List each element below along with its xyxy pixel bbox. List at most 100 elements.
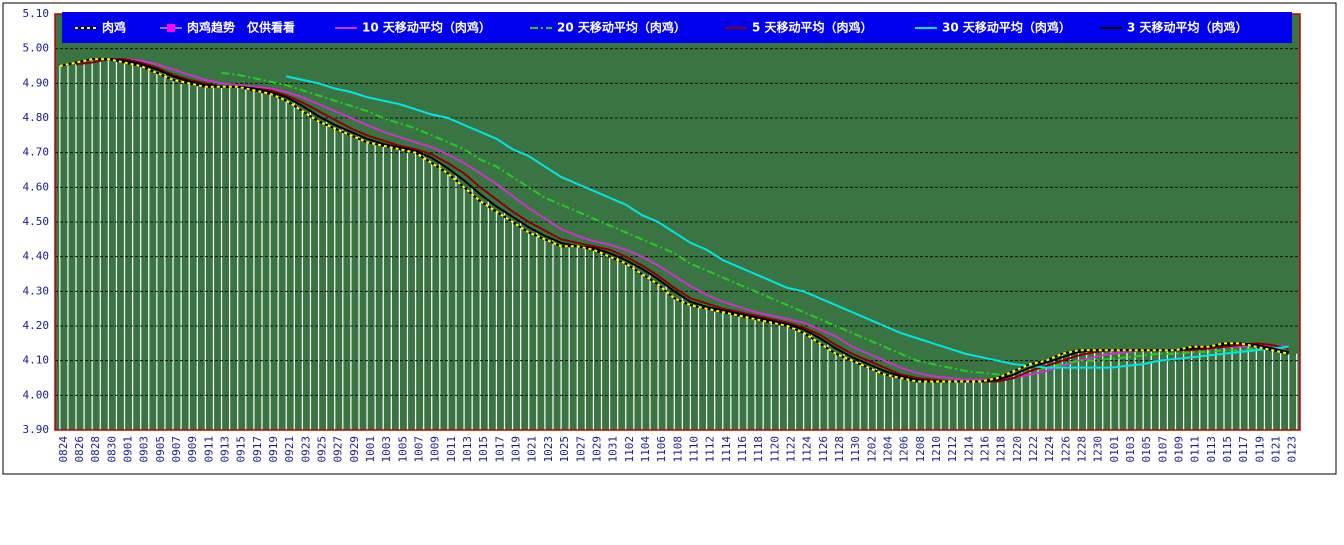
x-tick-label: 0903 xyxy=(138,436,151,463)
x-tick-label: 0917 xyxy=(251,436,264,463)
x-tick-label: 1204 xyxy=(881,436,894,463)
y-tick-label: 4.40 xyxy=(23,250,50,263)
legend-label: 20 天移动平均（肉鸡） xyxy=(557,20,686,35)
x-tick-label: 1011 xyxy=(445,436,458,463)
legend-label: 30 天移动平均（肉鸡） xyxy=(942,20,1071,35)
x-tick-label: 0119 xyxy=(1253,436,1266,463)
x-tick-label: 1206 xyxy=(898,436,911,463)
x-tick-label: 1212 xyxy=(946,436,959,463)
x-tick-label: 1126 xyxy=(817,436,830,463)
x-tick-label: 1025 xyxy=(558,436,571,463)
y-tick-label: 4.20 xyxy=(23,319,50,332)
x-tick-label: 0921 xyxy=(283,436,296,463)
y-tick-label: 4.50 xyxy=(23,215,50,228)
x-tick-label: 1112 xyxy=(704,436,717,463)
x-tick-label: 1108 xyxy=(671,436,684,463)
x-tick-label: 0830 xyxy=(105,436,118,463)
x-tick-label: 1102 xyxy=(623,436,636,463)
y-tick-label: 4.80 xyxy=(23,111,50,124)
x-tick-label: 0111 xyxy=(1189,436,1202,463)
y-tick-label: 4.60 xyxy=(23,180,50,193)
x-tick-label: 1110 xyxy=(687,436,700,463)
x-tick-label: 1128 xyxy=(833,436,846,463)
x-tick-label: 1130 xyxy=(849,436,862,463)
x-tick-label: 0107 xyxy=(1156,436,1169,463)
y-tick-label: 4.00 xyxy=(23,388,50,401)
x-tick-label: 1019 xyxy=(510,436,523,463)
x-tick-label: 1114 xyxy=(720,436,733,463)
x-tick-label: 1106 xyxy=(655,436,668,463)
y-tick-label: 5.00 xyxy=(23,42,50,55)
y-tick-label: 4.10 xyxy=(23,354,50,367)
x-tick-label: 1208 xyxy=(914,436,927,463)
x-tick-label: 1124 xyxy=(801,436,814,463)
x-tick-label: 1104 xyxy=(639,436,652,463)
x-tick-label: 0901 xyxy=(122,436,135,463)
legend-label: 10 天移动平均（肉鸡） xyxy=(362,20,491,35)
x-tick-label: 1224 xyxy=(1043,436,1056,463)
y-tick-label: 5.10 xyxy=(23,7,50,20)
x-tick-label: 1118 xyxy=(752,436,765,463)
x-tick-label: 0915 xyxy=(235,436,248,463)
x-tick-label: 0925 xyxy=(316,436,329,463)
x-tick-label: 1009 xyxy=(429,436,442,463)
x-tick-label: 1015 xyxy=(477,436,490,463)
x-tick-label: 1007 xyxy=(413,436,426,463)
x-tick-label: 0117 xyxy=(1237,436,1250,463)
x-tick-label: 1216 xyxy=(978,436,991,463)
x-tick-label: 0105 xyxy=(1140,436,1153,463)
series-line xyxy=(108,58,1289,381)
x-tick-label: 1218 xyxy=(995,436,1008,463)
x-tick-label: 0123 xyxy=(1286,436,1299,463)
x-tick-label: 1230 xyxy=(1092,436,1105,463)
legend-marker xyxy=(167,24,175,32)
series-line xyxy=(286,75,1289,369)
x-tick-label: 1017 xyxy=(493,436,506,463)
x-tick-label: 0929 xyxy=(348,436,361,463)
legend-box xyxy=(62,12,1292,43)
legend-label: 3 天移动平均（肉鸡） xyxy=(1127,20,1248,35)
x-tick-label: 1116 xyxy=(736,436,749,463)
x-tick-label: 0909 xyxy=(186,436,199,463)
x-tick-label: 1003 xyxy=(380,436,393,463)
x-tick-label: 1210 xyxy=(930,436,943,463)
x-tick-label: 0923 xyxy=(299,436,312,463)
x-tick-label: 0113 xyxy=(1205,436,1218,463)
x-tick-label: 1202 xyxy=(865,436,878,463)
legend-label: 5 天移动平均（肉鸡） xyxy=(752,20,873,35)
legend-label: 肉鸡 xyxy=(102,20,126,35)
x-tick-label: 1021 xyxy=(526,436,539,463)
x-tick-label: 0907 xyxy=(170,436,183,463)
series-line xyxy=(75,58,1289,383)
x-tick-label: 0919 xyxy=(267,436,280,463)
x-tick-label: 0927 xyxy=(332,436,345,463)
y-tick-label: 4.30 xyxy=(23,284,50,297)
x-tick-label: 0121 xyxy=(1270,436,1283,463)
x-tick-label: 1001 xyxy=(364,436,377,463)
y-tick-label: 4.90 xyxy=(23,76,50,89)
x-tick-label: 0101 xyxy=(1108,436,1121,463)
x-tick-label: 1120 xyxy=(768,436,781,463)
x-tick-label: 0905 xyxy=(154,436,167,463)
y-tick-label: 4.70 xyxy=(23,146,50,159)
x-tick-label: 1228 xyxy=(1075,436,1088,463)
x-tick-label: 0824 xyxy=(57,436,70,463)
y-tick-label: 3.90 xyxy=(23,423,50,436)
x-tick-label: 1220 xyxy=(1011,436,1024,463)
x-tick-label: 0911 xyxy=(202,436,215,463)
series-line xyxy=(59,58,1289,383)
x-tick-label: 1029 xyxy=(590,436,603,463)
x-tick-label: 1005 xyxy=(396,436,409,463)
x-tick-label: 1023 xyxy=(542,436,555,463)
legend-label: 肉鸡趋势 仅供看看 xyxy=(187,20,295,35)
x-tick-label: 1222 xyxy=(1027,436,1040,463)
x-tick-label: 1027 xyxy=(574,436,587,463)
x-tick-label: 1214 xyxy=(962,436,975,463)
x-tick-label: 1122 xyxy=(784,436,797,463)
x-tick-label: 0828 xyxy=(89,436,102,463)
x-tick-label: 1226 xyxy=(1059,436,1072,463)
x-tick-label: 1013 xyxy=(461,436,474,463)
x-tick-label: 0103 xyxy=(1124,436,1137,463)
x-tick-label: 0109 xyxy=(1173,436,1186,463)
